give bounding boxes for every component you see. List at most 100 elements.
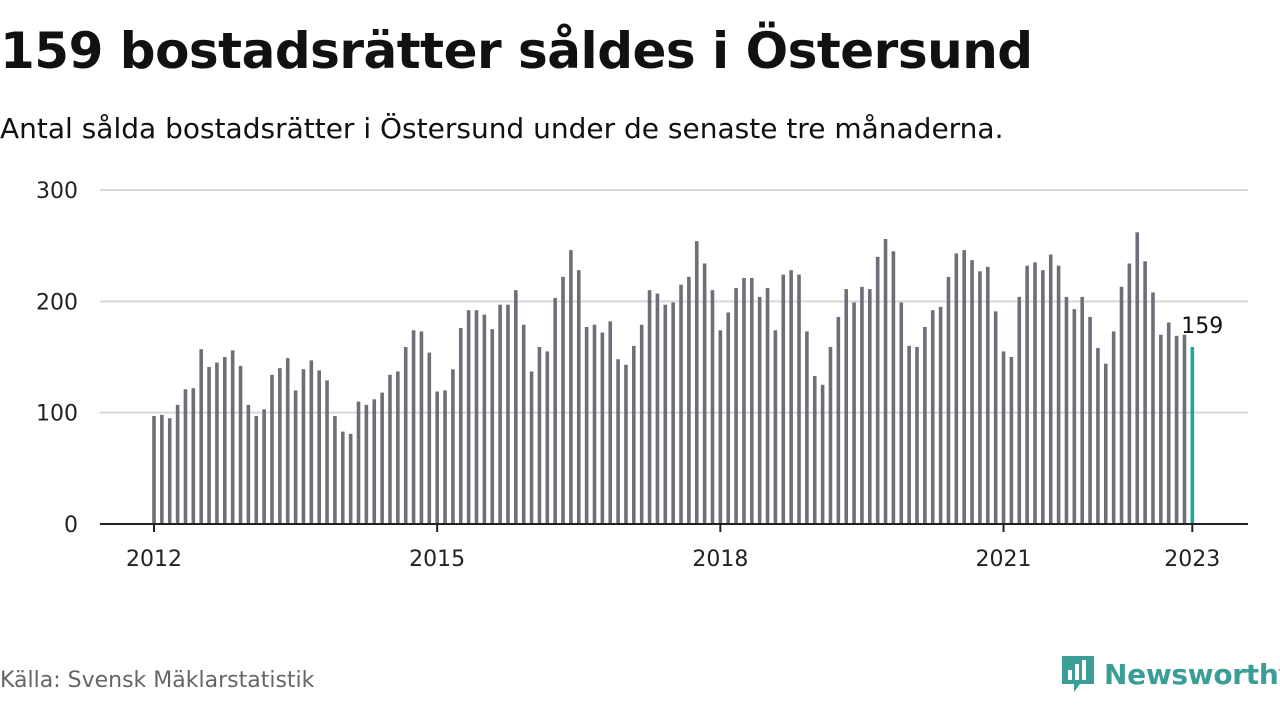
bar: [907, 345, 911, 524]
bar: [789, 270, 793, 524]
bar: [270, 374, 274, 524]
bar-chart: 0 100 200 300 2012 2015 2018 2021 2023 159: [36, 179, 1248, 572]
bar-highlight: [1190, 346, 1195, 524]
bar: [655, 293, 660, 524]
y-tick-label: 0: [64, 513, 78, 538]
bar: [1151, 292, 1155, 524]
bar: [805, 331, 809, 524]
bar: [506, 304, 510, 524]
bar: [167, 418, 172, 524]
bar: [340, 431, 345, 524]
bar: [773, 330, 778, 524]
bar: [868, 289, 872, 524]
bar: [372, 399, 377, 524]
bar: [923, 326, 927, 524]
bar: [970, 260, 974, 524]
bar: [718, 330, 723, 524]
bar: [191, 388, 196, 524]
bar: [388, 374, 392, 524]
bar: [569, 250, 573, 524]
bar: [1056, 265, 1061, 524]
bar: [1033, 262, 1037, 524]
bar: [309, 360, 314, 524]
bar: [742, 277, 746, 524]
bar: [1182, 334, 1187, 524]
bar: [1025, 265, 1029, 524]
x-tick-label: 2023: [1164, 547, 1220, 572]
bar: [797, 274, 801, 524]
bar: [333, 416, 337, 524]
y-tick-label: 300: [36, 179, 78, 204]
bar: [679, 284, 683, 524]
bar: [1072, 309, 1077, 524]
bar: [781, 274, 786, 524]
bar: [1174, 335, 1179, 524]
y-tick-label: 200: [36, 290, 78, 315]
x-tick-label: 2012: [126, 547, 182, 572]
bar: [576, 270, 581, 524]
bar: [238, 365, 243, 524]
bar: [1119, 286, 1124, 524]
x-tick-label: 2021: [976, 547, 1032, 572]
bar: [663, 304, 668, 524]
bar: [985, 266, 990, 524]
bar: [820, 384, 825, 524]
bar: [301, 369, 306, 524]
bar: [207, 367, 211, 524]
bar: [883, 238, 888, 524]
bar: [152, 416, 156, 524]
bar: [647, 290, 652, 524]
bar: [938, 306, 943, 524]
bar: [1001, 351, 1006, 524]
bar: [521, 324, 526, 524]
bar: [860, 286, 864, 524]
bar: [1064, 296, 1069, 524]
bar: [222, 357, 227, 524]
bar: [435, 391, 439, 524]
bar: [514, 290, 518, 524]
bar: [702, 263, 707, 524]
bar: [285, 358, 290, 524]
bar: [930, 310, 935, 524]
x-tick-label: 2018: [692, 547, 748, 572]
bar: [537, 346, 542, 524]
newsworthy-logo: Newsworthy: [1060, 654, 1280, 694]
bar: [293, 390, 298, 524]
bar: [443, 390, 447, 524]
bar: [1080, 296, 1084, 524]
bar: [765, 287, 770, 524]
bar: [490, 329, 495, 524]
newsworthy-logo-icon: [1062, 656, 1094, 692]
bar: [632, 345, 636, 524]
bar: [348, 433, 353, 524]
last-value-callout: 159: [1181, 314, 1223, 339]
bar: [419, 331, 424, 524]
bar: [694, 241, 699, 525]
bar: [962, 250, 966, 524]
bar: [364, 404, 369, 524]
bar: [734, 287, 738, 524]
bar: [750, 277, 754, 524]
bar: [836, 316, 841, 524]
bar: [175, 404, 180, 524]
bar: [403, 346, 408, 524]
y-axis-labels: 0 100 200 300: [36, 179, 78, 538]
bar: [891, 251, 896, 524]
bar: [624, 364, 628, 524]
bars: [152, 232, 1195, 525]
bar: [954, 253, 959, 524]
bar: [1111, 331, 1116, 524]
bar: [1048, 254, 1053, 524]
bar: [427, 352, 432, 524]
bar: [844, 289, 849, 524]
bar: [278, 368, 282, 524]
bar: [726, 312, 731, 524]
bar: [852, 302, 856, 524]
bar: [812, 375, 817, 524]
bar: [1009, 357, 1014, 524]
bar: [482, 314, 487, 524]
bar: [1127, 263, 1132, 524]
bar: [592, 324, 597, 524]
bar: [561, 276, 565, 524]
bar: [1166, 322, 1171, 524]
